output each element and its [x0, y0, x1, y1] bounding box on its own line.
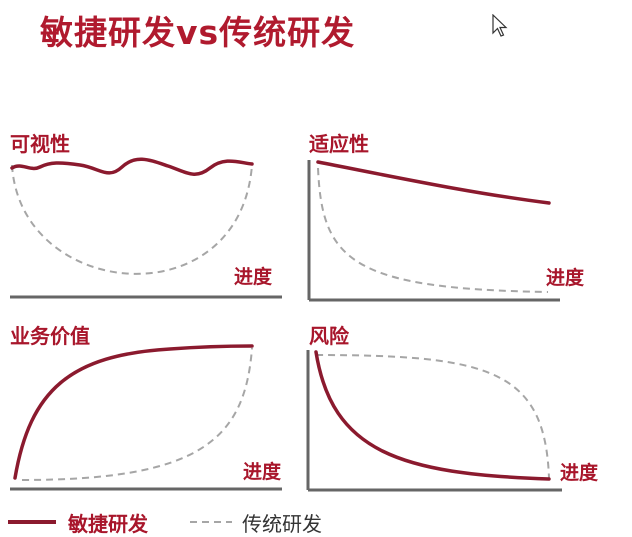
panel-visibility — [10, 157, 282, 299]
x-label-business-value: 进度 — [243, 461, 282, 483]
page-title: 敏捷研发vs传统研发 — [40, 13, 356, 52]
agile-curve-visibility — [10, 157, 254, 176]
x-label-visibility: 进度 — [234, 266, 273, 288]
x-label-risk: 进度 — [560, 462, 599, 484]
panel-adaptability — [307, 160, 560, 302]
legend-agile-label: 敏捷研发 — [68, 512, 148, 536]
panel-label-risk: 风险 — [309, 324, 349, 348]
legend-traditional-label: 传统研发 — [242, 512, 322, 536]
agile-curve-adaptability — [316, 160, 551, 205]
panel-label-adaptability: 适应性 — [309, 132, 369, 156]
traditional-curve-risk — [315, 354, 550, 479]
agile-curve-risk — [314, 350, 551, 481]
traditional-curve-business-value — [21, 347, 253, 481]
panel-label-business-value: 业务价值 — [10, 324, 90, 348]
traditional-curve-adaptability — [317, 167, 549, 293]
agile-curve-business-value — [13, 344, 254, 480]
panel-risk — [306, 350, 562, 492]
traditional-curve-visibility — [11, 164, 253, 275]
cursor-arrow-icon — [492, 14, 508, 37]
panel-business-value — [10, 344, 282, 491]
panel-label-visibility: 可视性 — [10, 132, 70, 156]
x-label-adaptability: 进度 — [546, 267, 585, 289]
